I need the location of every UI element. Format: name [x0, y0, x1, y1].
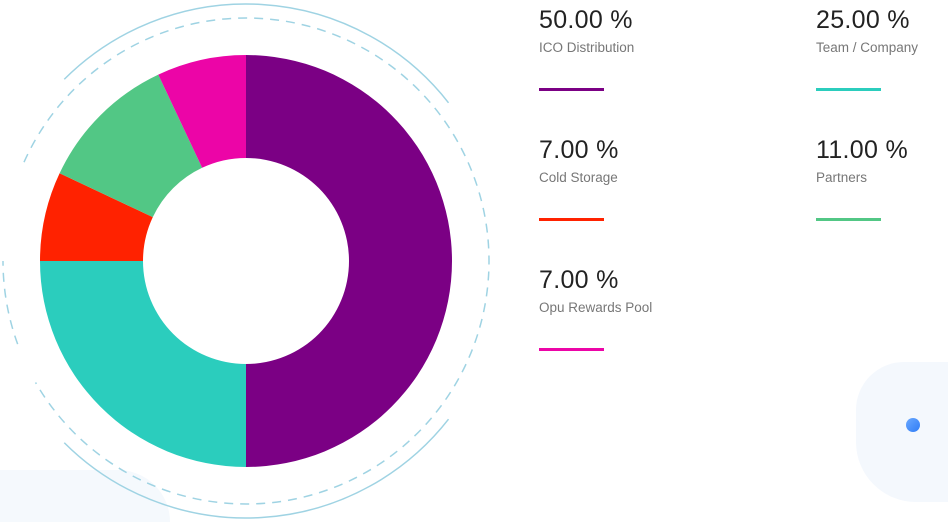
legend-label: Cold Storage — [539, 170, 618, 185]
legend-label: ICO Distribution — [539, 40, 635, 55]
legend-item: 25.00 % Team / Company — [816, 5, 946, 91]
legend-percent: 7.00 % — [539, 266, 619, 294]
legend-color-bar — [539, 218, 604, 221]
outer-ring-arc — [63, 418, 450, 519]
legend-label: Team / Company — [816, 40, 919, 55]
legend-label: Partners — [816, 170, 868, 185]
donut-slice-team-company[interactable] — [40, 261, 246, 467]
legend-color-bar — [816, 218, 881, 221]
donut-slice-opu-rewards-pool[interactable] — [158, 55, 246, 168]
legend-item: 50.00 % ICO Distribution — [539, 5, 669, 91]
legend-item: 11.00 % Partners — [816, 135, 946, 221]
legend-percent: 11.00 % — [816, 136, 908, 164]
legend-color-bar — [539, 348, 604, 351]
donut-slice-ico-distribution[interactable] — [246, 55, 452, 467]
legend-label: Opu Rewards Pool — [539, 300, 653, 315]
legend-percent: 7.00 % — [539, 136, 619, 164]
donut-slice-partners[interactable] — [59, 74, 203, 218]
decorative-rings — [2, 3, 490, 519]
legend-item: 7.00 % Opu Rewards Pool — [539, 265, 669, 351]
legend-color-bar — [816, 88, 881, 91]
outer-ring-arc — [63, 3, 450, 104]
donut-chart — [2, 3, 490, 519]
donut-slice-cold-storage[interactable] — [40, 173, 153, 261]
legend-color-bar — [539, 88, 604, 91]
legend-percent: 50.00 % — [539, 6, 633, 34]
background-blob — [856, 362, 948, 502]
legend-item: 7.00 % Cold Storage — [539, 135, 669, 221]
legend-percent: 25.00 % — [816, 6, 910, 34]
scroll-dot-button[interactable] — [906, 418, 920, 432]
dashed-ring — [2, 17, 490, 505]
